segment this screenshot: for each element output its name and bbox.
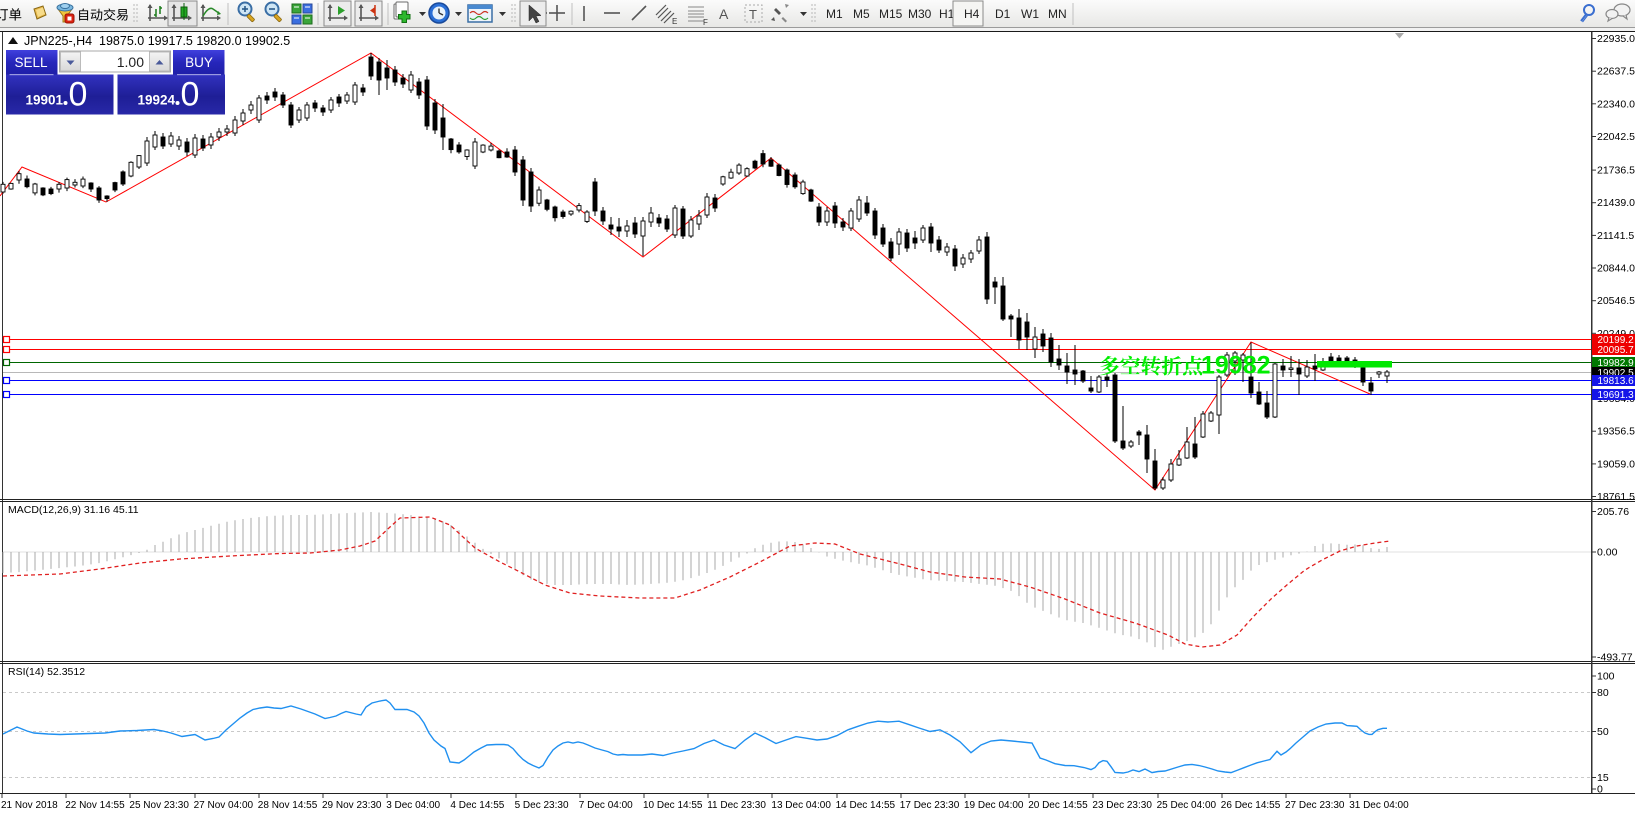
svg-text:19 Dec 04:00: 19 Dec 04:00 bbox=[964, 800, 1024, 811]
svg-text:-493.77: -493.77 bbox=[1597, 652, 1633, 664]
svg-text:14 Dec 14:55: 14 Dec 14:55 bbox=[836, 800, 896, 811]
svg-text:29 Nov 23:30: 29 Nov 23:30 bbox=[322, 800, 382, 811]
svg-text:21 Nov 2018: 21 Nov 2018 bbox=[1, 800, 58, 811]
svg-text:10 Dec 14:55: 10 Dec 14:55 bbox=[643, 800, 703, 811]
svg-text:A: A bbox=[719, 6, 729, 22]
svg-text:80: 80 bbox=[1597, 687, 1609, 699]
svg-text:M15: M15 bbox=[879, 7, 903, 21]
svg-text:M1: M1 bbox=[826, 7, 843, 21]
svg-text:11 Dec 23:30: 11 Dec 23:30 bbox=[707, 800, 766, 811]
svg-text:0: 0 bbox=[181, 76, 200, 114]
svg-text:26 Dec 14:55: 26 Dec 14:55 bbox=[1221, 800, 1281, 811]
svg-text:JPN225-,H4 19875.0 19917.5 19: JPN225-,H4 19875.0 19917.5 19820.0 19902… bbox=[24, 34, 290, 48]
svg-text:19059.0: 19059.0 bbox=[1597, 458, 1635, 470]
svg-text:MACD(12,26,9) 31.16 45.11: MACD(12,26,9) 31.16 45.11 bbox=[8, 504, 139, 516]
svg-text:M5: M5 bbox=[853, 7, 870, 21]
svg-text:100: 100 bbox=[1597, 671, 1615, 683]
svg-text:23 Dec 23:30: 23 Dec 23:30 bbox=[1092, 800, 1152, 811]
svg-text:17 Dec 23:30: 17 Dec 23:30 bbox=[900, 800, 960, 811]
svg-text:E: E bbox=[672, 17, 677, 26]
svg-text:20199.2: 20199.2 bbox=[1598, 335, 1635, 346]
svg-text:D1: D1 bbox=[995, 7, 1011, 21]
svg-text:50: 50 bbox=[1597, 726, 1609, 738]
svg-text:22042.5: 22042.5 bbox=[1597, 131, 1635, 143]
svg-text:19691.3: 19691.3 bbox=[1598, 390, 1635, 401]
svg-text:22637.5: 22637.5 bbox=[1597, 66, 1635, 78]
svg-text:25 Dec 04:00: 25 Dec 04:00 bbox=[1157, 800, 1217, 811]
svg-text:27 Nov 04:00: 27 Nov 04:00 bbox=[194, 800, 254, 811]
svg-text:1.00: 1.00 bbox=[117, 54, 144, 70]
svg-text:28 Nov 14:55: 28 Nov 14:55 bbox=[258, 800, 318, 811]
svg-text:7 Dec 04:00: 7 Dec 04:00 bbox=[579, 800, 633, 811]
svg-text:19924: 19924 bbox=[137, 93, 175, 108]
svg-text:205.76: 205.76 bbox=[1597, 506, 1629, 518]
svg-text:MN: MN bbox=[1048, 7, 1067, 21]
svg-text:21736.5: 21736.5 bbox=[1597, 165, 1635, 177]
svg-text:20844.0: 20844.0 bbox=[1597, 263, 1635, 275]
svg-text:19356.5: 19356.5 bbox=[1597, 426, 1635, 438]
svg-text:W1: W1 bbox=[1021, 7, 1039, 21]
svg-text:H4: H4 bbox=[964, 7, 980, 21]
svg-text:19901: 19901 bbox=[25, 93, 63, 108]
svg-text:5 Dec 23:30: 5 Dec 23:30 bbox=[515, 800, 569, 811]
svg-text:RSI(14) 52.3512: RSI(14) 52.3512 bbox=[8, 666, 85, 678]
svg-text:15: 15 bbox=[1597, 772, 1609, 784]
svg-text:F: F bbox=[703, 18, 708, 27]
svg-text:0.00: 0.00 bbox=[1597, 547, 1618, 559]
svg-text:21439.0: 21439.0 bbox=[1597, 197, 1635, 209]
svg-text:22935.0: 22935.0 bbox=[1597, 33, 1635, 45]
svg-text:27 Dec 23:30: 27 Dec 23:30 bbox=[1285, 800, 1345, 811]
svg-text:13 Dec 04:00: 13 Dec 04:00 bbox=[771, 800, 831, 811]
svg-text:22 Nov 14:55: 22 Nov 14:55 bbox=[65, 800, 125, 811]
svg-text:31 Dec 04:00: 31 Dec 04:00 bbox=[1349, 800, 1409, 811]
svg-text:20 Dec 14:55: 20 Dec 14:55 bbox=[1028, 800, 1088, 811]
svg-text:20095.7: 20095.7 bbox=[1598, 345, 1635, 356]
svg-text:19982.9: 19982.9 bbox=[1598, 358, 1635, 369]
svg-text:4 Dec 14:55: 4 Dec 14:55 bbox=[450, 800, 504, 811]
svg-text:18761.5: 18761.5 bbox=[1597, 491, 1635, 503]
svg-text:BUY: BUY bbox=[185, 55, 213, 70]
svg-text:21141.5: 21141.5 bbox=[1597, 230, 1634, 242]
svg-text:19813.6: 19813.6 bbox=[1598, 376, 1635, 387]
svg-text:20546.5: 20546.5 bbox=[1597, 295, 1635, 307]
svg-text:0: 0 bbox=[1597, 784, 1603, 796]
svg-text:0: 0 bbox=[69, 76, 88, 114]
svg-text:19982: 19982 bbox=[1201, 352, 1271, 380]
svg-text:19902.5: 19902.5 bbox=[1598, 368, 1635, 379]
svg-text:M30: M30 bbox=[908, 7, 932, 21]
svg-text:H1: H1 bbox=[939, 7, 955, 21]
svg-text:3 Dec 04:00: 3 Dec 04:00 bbox=[386, 800, 440, 811]
svg-text:22340.0: 22340.0 bbox=[1597, 98, 1635, 110]
svg-text:25 Nov 23:30: 25 Nov 23:30 bbox=[129, 800, 189, 811]
svg-text:SELL: SELL bbox=[14, 55, 48, 70]
svg-text:T: T bbox=[749, 7, 757, 22]
